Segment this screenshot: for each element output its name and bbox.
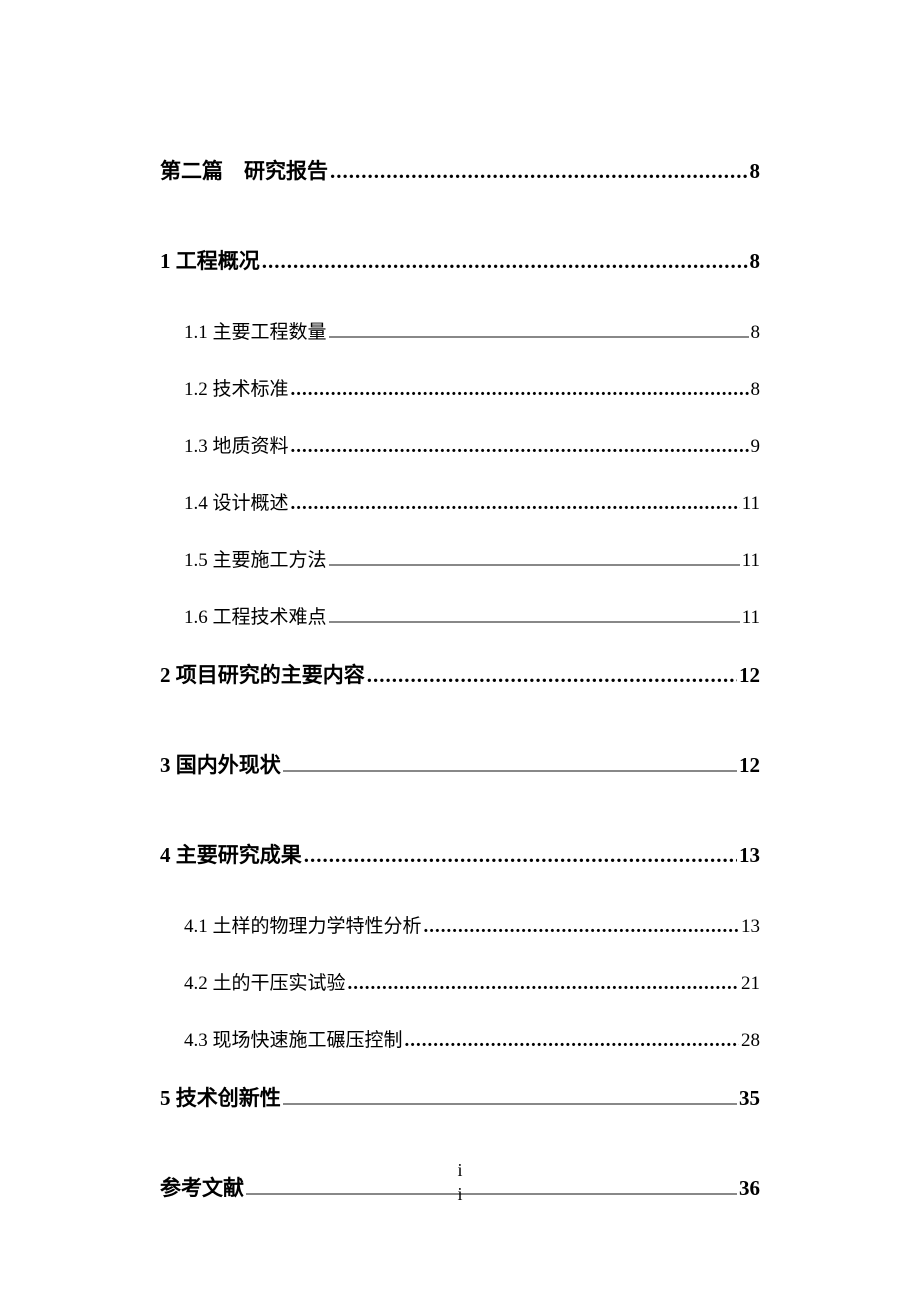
page-number-line-1: i [0,1159,920,1182]
toc-leader [304,843,737,868]
toc-leader [329,321,749,338]
toc-entry-label: 1.4 设计概述 [184,488,289,515]
toc-leader [291,493,740,515]
toc-entry-page: 35 [739,1086,760,1111]
toc-container: 第二篇 研究报告 8 1 工程概况 8 1.1 主要工程数量 8 1.2 技术标准 8 1.3 … [0,0,920,1202]
toc-entry-page: 9 [751,436,761,458]
toc-entry-page: 11 [742,493,760,515]
toc-entry-page: 13 [739,843,760,868]
toc-leader [291,379,749,401]
toc-entry: 1.4 设计概述 11 [160,488,760,515]
toc-entry: 1.5 主要施工方法 11 [160,545,760,572]
page-footer: i i [0,1159,920,1206]
toc-entry-label: 4.3 现场快速施工碾压控制 [184,1025,403,1052]
toc-entry-page: 11 [742,550,760,572]
toc-leader [329,606,740,623]
toc-leader [283,1086,737,1105]
toc-entry-label: 2 项目研究的主要内容 [160,659,365,689]
toc-leader [348,973,739,995]
toc-entry-page: 8 [750,249,761,274]
toc-leader [329,549,740,566]
toc-leader [283,753,737,772]
toc-entry-page: 12 [739,753,760,778]
toc-entry: 3 国内外现状 12 [160,749,760,779]
toc-entry-page: 21 [741,973,760,995]
toc-entry-label: 第二篇 研究报告 [160,155,328,185]
toc-leader [424,916,739,938]
toc-entry-label: 1.3 地质资料 [184,431,289,458]
toc-entry: 4.2 土的干压实试验 21 [160,968,760,995]
toc-entry-page: 8 [751,379,761,401]
toc-entry: 1 工程概况 8 [160,245,760,275]
toc-leader [291,436,749,458]
toc-entry-page: 13 [741,916,760,938]
toc-entry: 2 项目研究的主要内容 12 [160,659,760,689]
toc-entry-label: 4.1 土样的物理力学特性分析 [184,911,422,938]
toc-entry-label: 1.1 主要工程数量 [184,317,327,344]
toc-entry-page: 8 [750,159,761,184]
toc-entry-page: 12 [739,663,760,688]
toc-entry-label: 1.6 工程技术难点 [184,602,327,629]
toc-leader [330,159,748,184]
toc-entry: 4 主要研究成果 13 [160,839,760,869]
toc-entry-label: 3 国内外现状 [160,749,281,779]
toc-entry: 1.6 工程技术难点 11 [160,602,760,629]
toc-entry-label: 1.5 主要施工方法 [184,545,327,572]
toc-entry-page: 28 [741,1030,760,1052]
toc-entry-label: 1 工程概况 [160,245,260,275]
toc-entry-label: 5 技术创新性 [160,1082,281,1112]
toc-entry: 1.3 地质资料 9 [160,431,760,458]
toc-entry-label: 4.2 土的干压实试验 [184,968,346,995]
toc-entry: 1.2 技术标准 8 [160,374,760,401]
toc-entry: 第二篇 研究报告 8 [160,155,760,185]
toc-entry-page: 11 [742,607,760,629]
toc-entry: 4.1 土样的物理力学特性分析 13 [160,911,760,938]
toc-leader [405,1030,739,1052]
toc-leader [367,663,737,688]
toc-entry-page: 8 [751,322,761,344]
toc-entry: 1.1 主要工程数量 8 [160,317,760,344]
toc-entry: 5 技术创新性 35 [160,1082,760,1112]
toc-entry-label: 1.2 技术标准 [184,374,289,401]
page-number-line-2: i [0,1183,920,1206]
toc-entry: 4.3 现场快速施工碾压控制 28 [160,1025,760,1052]
toc-entry-label: 4 主要研究成果 [160,839,302,869]
toc-leader [262,249,748,274]
